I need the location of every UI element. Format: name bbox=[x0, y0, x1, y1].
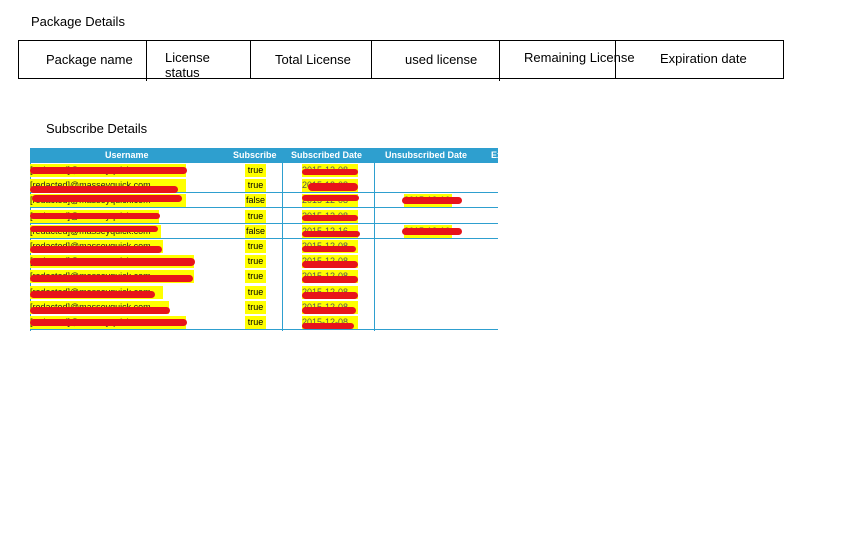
col-remaining-license: Remaining License bbox=[524, 50, 635, 65]
table-row: [redacted]@masseyquick.comtrue2015-12-08 bbox=[30, 300, 498, 315]
table-row: [redacted]@masseyquick.comtrue2015-12-08 bbox=[30, 285, 498, 300]
redaction-mark bbox=[30, 213, 160, 219]
subscribe-cell: true bbox=[245, 286, 266, 299]
col-expiration-truncated: Ex bbox=[491, 150, 498, 160]
redaction-mark bbox=[402, 228, 462, 235]
redaction-mark bbox=[402, 197, 462, 204]
subscribe-cell: true bbox=[245, 316, 266, 329]
package-details-header: Package name License status Total Licens… bbox=[18, 40, 784, 81]
redaction-mark bbox=[302, 246, 356, 252]
column-divider bbox=[499, 41, 500, 81]
column-divider bbox=[250, 41, 251, 78]
redaction-mark bbox=[302, 307, 356, 314]
subscribe-cell: true bbox=[245, 210, 266, 223]
subscribe-table: Username Subscribe Subscribed Date Unsub… bbox=[30, 148, 498, 331]
redaction-mark bbox=[302, 292, 358, 299]
col-license-status: License status bbox=[165, 50, 210, 80]
subscribe-cell: true bbox=[245, 179, 266, 192]
table-row: [redacted]@masseyquick.comtrue2015-12-08 bbox=[30, 315, 498, 330]
redaction-mark bbox=[30, 307, 170, 314]
col-expiration-date: Expiration date bbox=[660, 51, 747, 66]
redaction-mark bbox=[302, 169, 358, 175]
col-subscribe: Subscribe bbox=[233, 150, 277, 160]
redaction-mark bbox=[30, 186, 178, 193]
grid-line bbox=[282, 163, 283, 331]
redaction-mark bbox=[302, 215, 358, 221]
redaction-mark bbox=[308, 183, 358, 191]
col-username: Username bbox=[105, 150, 149, 160]
table-row: [redacted]@masseyquick.comfalse2015-12-1… bbox=[30, 224, 498, 239]
subscribe-table-header: Username Subscribe Subscribed Date Unsub… bbox=[30, 148, 498, 163]
column-divider bbox=[146, 41, 147, 81]
col-package-name: Package name bbox=[46, 52, 133, 67]
column-divider bbox=[615, 41, 616, 78]
col-total-license: Total License bbox=[275, 52, 351, 67]
subscribe-cell: false bbox=[245, 194, 266, 207]
redaction-mark bbox=[302, 261, 358, 268]
redaction-mark bbox=[30, 226, 158, 232]
table-row: [redacted]@masseyquick.comtrue2015-12-08 bbox=[30, 163, 498, 178]
col-unsubscribed-date: Unsubscribed Date bbox=[385, 150, 468, 160]
subscribe-cell: true bbox=[245, 301, 266, 314]
redaction-mark bbox=[32, 195, 182, 202]
subscribe-cell: false bbox=[245, 225, 266, 238]
package-details-title: Package Details bbox=[31, 14, 125, 29]
redaction-mark bbox=[302, 276, 358, 283]
table-row: [redacted]@masseyquick.comtrue2015-12-08 bbox=[30, 209, 498, 224]
redaction-mark bbox=[30, 167, 187, 174]
redaction-mark bbox=[30, 275, 193, 282]
table-row: [redacted]@masseyquick.comtrue2015-12-08 bbox=[30, 254, 498, 269]
redaction-mark bbox=[30, 319, 187, 326]
redaction-mark bbox=[30, 291, 155, 298]
subscribe-table-body: [redacted]@masseyquick.comtrue2015-12-08… bbox=[30, 163, 498, 331]
subscribe-cell: true bbox=[245, 164, 266, 177]
table-row: [redacted]@masseyquick.comtrue2015-12-08 bbox=[30, 239, 498, 254]
table-row: [redacted]@masseyquick.comtrue2015-12-08 bbox=[30, 269, 498, 284]
col-used-license: used license bbox=[405, 52, 478, 67]
subscribe-details-title: Subscribe Details bbox=[46, 121, 148, 136]
subscribe-cell: true bbox=[245, 270, 266, 283]
grid-line bbox=[374, 163, 375, 331]
table-row: [redacted]@masseyquick.comfalse2015-12-0… bbox=[30, 193, 498, 208]
subscribe-cell: true bbox=[245, 240, 266, 253]
subscribe-cell: true bbox=[245, 255, 266, 268]
col-subscribed-date: Subscribed Date bbox=[291, 150, 363, 160]
redaction-mark bbox=[302, 195, 359, 201]
redaction-mark bbox=[302, 323, 354, 329]
redaction-mark bbox=[302, 231, 360, 237]
column-divider bbox=[371, 41, 372, 78]
table-row: [redacted]@masseyquick.comtrue2015-12-08 bbox=[30, 178, 498, 193]
redaction-mark bbox=[30, 258, 195, 266]
redaction-mark bbox=[30, 246, 162, 253]
